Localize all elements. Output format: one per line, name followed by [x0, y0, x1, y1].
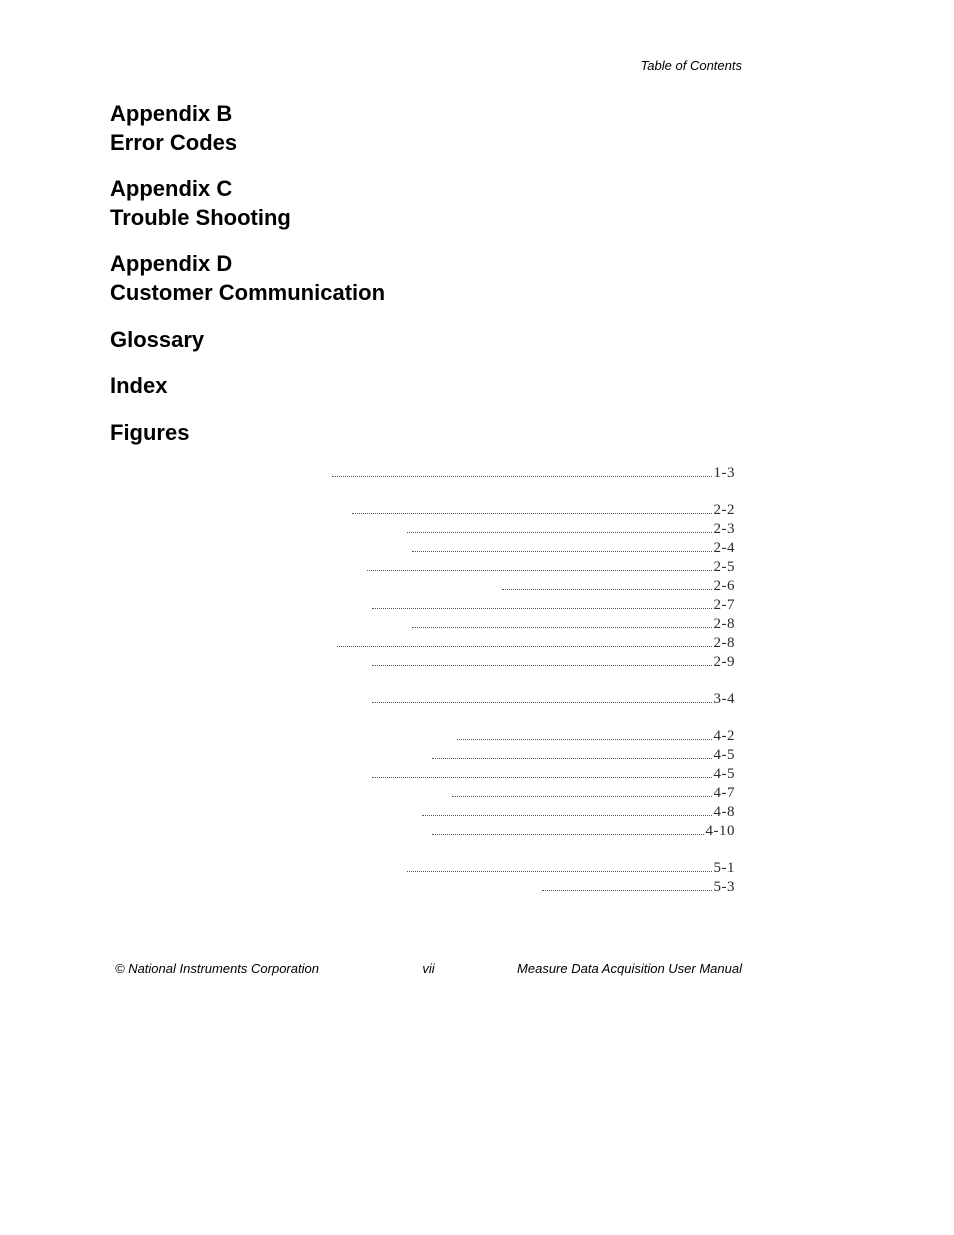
toc-group-gap — [110, 842, 735, 860]
toc-leader — [412, 550, 712, 552]
toc-page-ref: 2-4 — [714, 540, 736, 557]
toc-row: 4-5 — [110, 766, 735, 785]
toc-page-ref: 5-1 — [714, 860, 736, 877]
toc-leader — [407, 531, 712, 533]
toc-page-ref: 3-4 — [714, 691, 736, 708]
toc-row: 2-6 — [110, 578, 735, 597]
toc-group-gap — [110, 710, 735, 728]
figures-toc-list: 1-3 2-2 2-3 2-4 2-5 2-6 2-7 2-8 2-8 2-9 3-4 4-2 4-5 4… — [110, 465, 735, 898]
toc-leader — [367, 569, 712, 571]
toc-row: 2-8 — [110, 635, 735, 654]
toc-page-ref: 2-7 — [714, 597, 736, 614]
toc-leader — [422, 814, 712, 816]
toc-page-ref: 4-5 — [714, 766, 736, 783]
section-glossary: Glossary — [110, 326, 750, 355]
toc-leader — [372, 607, 712, 609]
toc-row: 4-7 — [110, 785, 735, 804]
toc-page-ref: 5-3 — [714, 879, 736, 896]
toc-leader — [452, 795, 712, 797]
toc-row: 4-2 — [110, 728, 735, 747]
toc-leader — [372, 776, 712, 778]
toc-page-ref: 2-6 — [714, 578, 736, 595]
toc-leader — [352, 512, 712, 514]
toc-row: 2-4 — [110, 540, 735, 559]
toc-row: 4-10 — [110, 823, 735, 842]
heading-line: Trouble Shooting — [110, 204, 750, 233]
toc-leader — [372, 664, 712, 666]
toc-group-gap — [110, 673, 735, 691]
section-appendix-d: Appendix D Customer Communication — [110, 250, 750, 307]
heading-line: Appendix C — [110, 175, 750, 204]
toc-page-ref: 2-2 — [714, 502, 736, 519]
toc-row: 2-9 — [110, 654, 735, 673]
toc-leader — [457, 738, 712, 740]
section-index: Index — [110, 372, 750, 401]
toc-row: 1-3 — [110, 465, 735, 484]
header-label: Table of Contents — [641, 58, 742, 73]
toc-leader — [432, 757, 712, 759]
footer-copyright: © National Instruments Corporation — [115, 961, 319, 976]
toc-page-ref: 1-3 — [714, 465, 736, 482]
toc-leader — [372, 701, 712, 703]
toc-leader — [407, 870, 712, 872]
toc-leader — [432, 833, 704, 835]
toc-row: 5-1 — [110, 860, 735, 879]
heading-line: Appendix D — [110, 250, 750, 279]
heading-line: Error Codes — [110, 129, 750, 158]
toc-row: 5-3 — [110, 879, 735, 898]
toc-page-ref: 2-9 — [714, 654, 736, 671]
page-footer: © National Instruments Corporation vii M… — [115, 961, 742, 976]
footer-page-number: vii — [422, 961, 434, 976]
toc-page-ref: 2-5 — [714, 559, 736, 576]
toc-row: 4-5 — [110, 747, 735, 766]
footer-manual-title: Measure Data Acquisition User Manual — [517, 961, 742, 976]
toc-leader — [412, 626, 712, 628]
toc-leader — [337, 645, 712, 647]
heading-line: Index — [110, 372, 750, 401]
section-figures: Figures — [110, 419, 750, 448]
toc-page-ref: 4-2 — [714, 728, 736, 745]
toc-row: 2-3 — [110, 521, 735, 540]
heading-line: Appendix B — [110, 100, 750, 129]
toc-leader — [542, 889, 712, 891]
toc-page-ref: 4-7 — [714, 785, 736, 802]
section-appendix-c: Appendix C Trouble Shooting — [110, 175, 750, 232]
toc-page-ref: 4-8 — [714, 804, 736, 821]
toc-row: 2-7 — [110, 597, 735, 616]
toc-page-ref: 2-8 — [714, 635, 736, 652]
toc-page-ref: 2-3 — [714, 521, 736, 538]
toc-page-ref: 2-8 — [714, 616, 736, 633]
heading-line: Customer Communication — [110, 279, 750, 308]
toc-page-ref: 4-10 — [706, 823, 736, 840]
page-content: Appendix B Error Codes Appendix C Troubl… — [110, 100, 750, 898]
toc-row: 2-8 — [110, 616, 735, 635]
document-page: Table of Contents Appendix B Error Codes… — [0, 0, 954, 1235]
heading-line: Glossary — [110, 326, 750, 355]
heading-line: Figures — [110, 419, 750, 448]
toc-page-ref: 4-5 — [714, 747, 736, 764]
toc-row: 3-4 — [110, 691, 735, 710]
toc-leader — [502, 588, 712, 590]
toc-row: 2-5 — [110, 559, 735, 578]
section-appendix-b: Appendix B Error Codes — [110, 100, 750, 157]
toc-group-gap — [110, 484, 735, 502]
toc-row: 2-2 — [110, 502, 735, 521]
toc-row: 4-8 — [110, 804, 735, 823]
toc-leader — [332, 475, 712, 477]
